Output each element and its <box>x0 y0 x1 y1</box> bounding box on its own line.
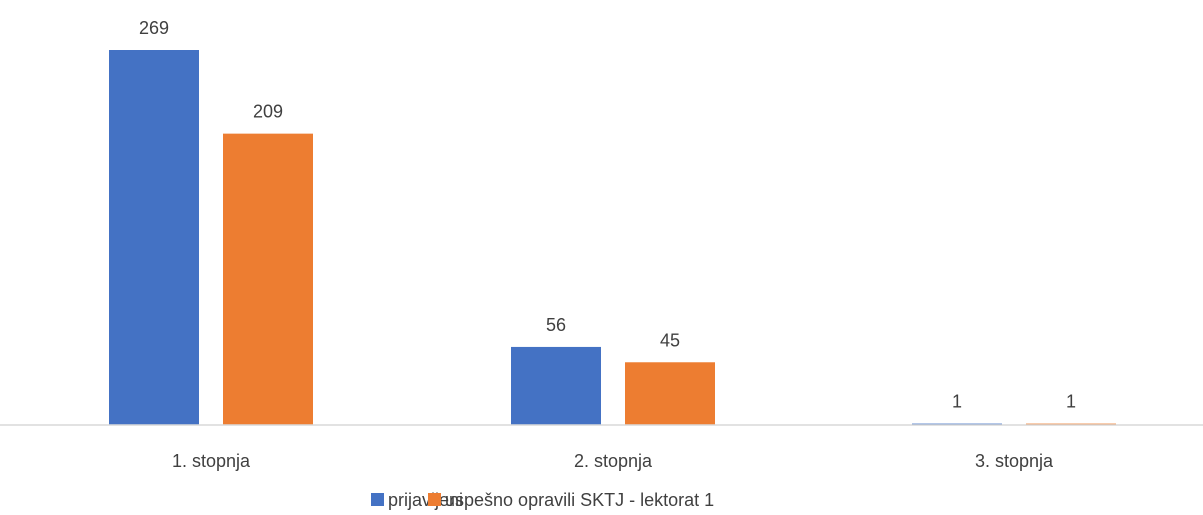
legend-swatch-2 <box>428 493 441 506</box>
legend-label-2: uspešno opravili SKTJ - lektorat 1 <box>445 490 714 510</box>
legend-swatch-1 <box>371 493 384 506</box>
data-label-1-1: 269 <box>139 18 169 38</box>
data-label-2-2: 45 <box>660 330 680 350</box>
bar-2-2 <box>625 362 715 425</box>
data-label-1-2: 56 <box>546 315 566 335</box>
x-tick-label-3: 3. stopnja <box>975 451 1054 471</box>
bar-1-2 <box>511 346 601 425</box>
x-tick-label-1: 1. stopnja <box>172 451 251 471</box>
legend-label-1: prijavljeni <box>388 490 463 510</box>
data-label-1-3: 1 <box>952 392 962 412</box>
data-labels-group: 269 209 56 45 1 1 <box>139 18 1076 412</box>
data-label-2-1: 209 <box>253 102 283 122</box>
x-tick-labels-group: 1. stopnja 2. stopnja 3. stopnja <box>172 451 1054 471</box>
bar-1-1 <box>109 50 199 425</box>
data-label-2-3: 1 <box>1066 392 1076 412</box>
bar-2-1 <box>223 133 313 425</box>
x-tick-label-2: 2. stopnja <box>574 451 653 471</box>
